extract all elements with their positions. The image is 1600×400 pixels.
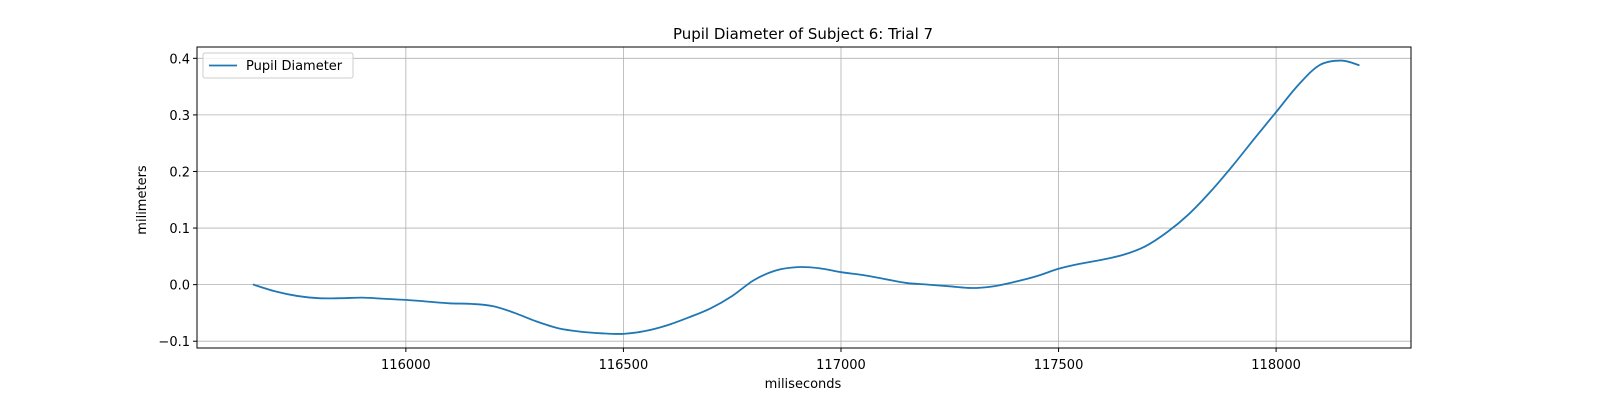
plot-frame	[196, 46, 1412, 349]
y-tick-label: 0.1	[169, 222, 190, 237]
grid	[197, 47, 1411, 348]
y-tick-label: 0.0	[169, 279, 190, 294]
series-line-pupil-diameter	[252, 59, 1360, 335]
x-tick-label: 116500	[599, 358, 649, 373]
y-axis-label: milimeters	[135, 165, 150, 235]
y-tick-label: 0.3	[169, 109, 190, 124]
series-layer	[252, 59, 1360, 335]
y-tick-label: 0.2	[169, 165, 190, 180]
y-tick-label: −0.1	[158, 335, 190, 350]
x-tick-label: 116000	[381, 358, 431, 373]
legend: Pupil Diameter	[202, 52, 354, 79]
y-axis-ticks: −0.1 0.0 0.1 0.2 0.3 0.4	[158, 52, 197, 350]
x-axis-ticks: 116000 116500 117000 117500 118000	[381, 348, 1301, 373]
x-tick-label: 117500	[1034, 358, 1084, 373]
x-tick-label: 118000	[1251, 358, 1301, 373]
legend-box	[202, 52, 354, 79]
chart-title: Pupil Diameter of Subject 6: Trial 7	[673, 25, 933, 43]
x-tick-label: 117000	[816, 358, 866, 373]
x-axis-label: miliseconds	[765, 377, 842, 392]
y-tick-label: 0.4	[169, 52, 190, 67]
legend-label-pupil-diameter: Pupil Diameter	[246, 59, 343, 74]
